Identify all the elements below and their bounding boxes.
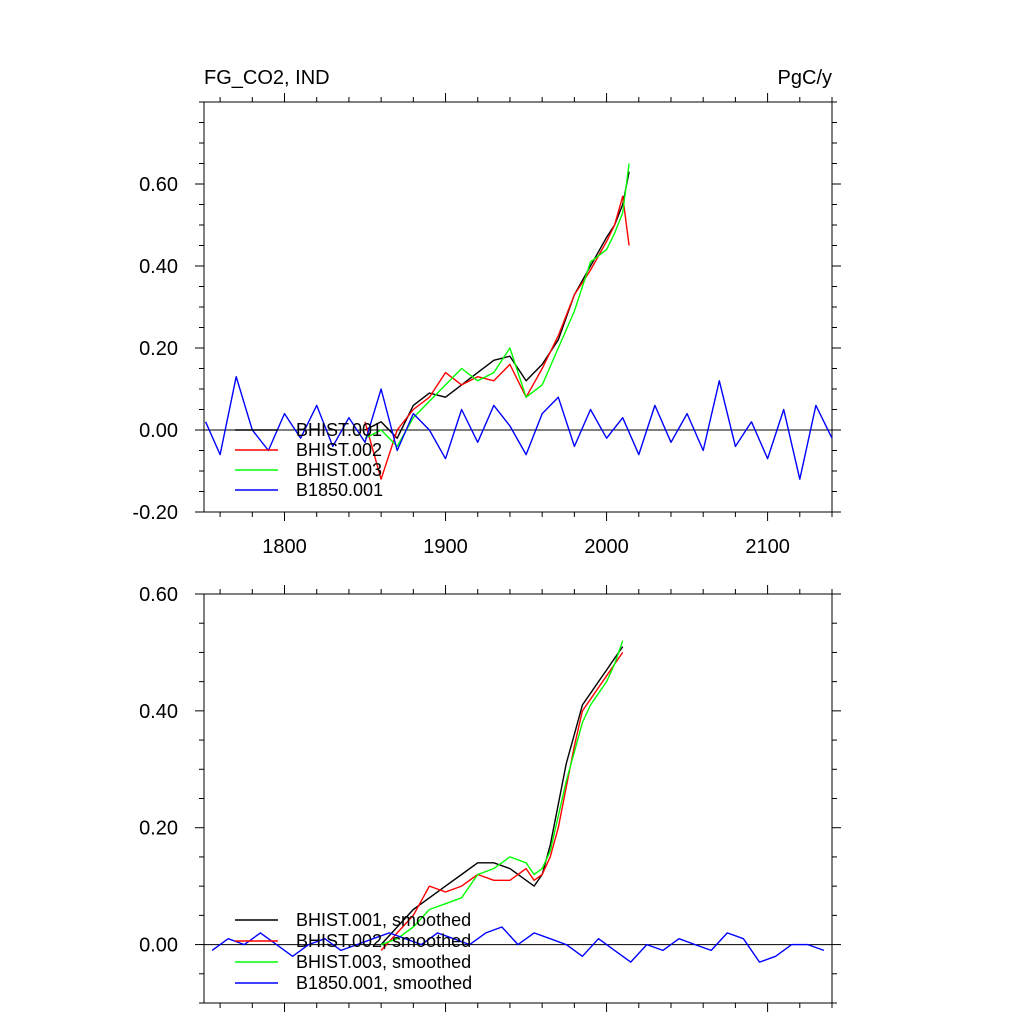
legend-label: B1850.001: [296, 480, 383, 500]
y-tick-label: 0.20: [139, 338, 178, 360]
legend-label: BHIST.002: [296, 440, 382, 460]
chart-units: PgC/y: [778, 67, 832, 89]
legend-label: BHIST.001: [296, 420, 382, 440]
y-tick-label: 0.60: [139, 584, 178, 606]
y-tick-label: 0.00: [139, 935, 178, 957]
y-tick-label: 0.40: [139, 256, 178, 278]
series-line-3: [364, 163, 630, 448]
x-tick-label: 2100: [745, 536, 790, 558]
legend-label: BHIST.003: [296, 460, 382, 480]
legend-label: BHIST.003, smoothed: [296, 952, 471, 972]
series-line-3: [380, 640, 624, 946]
legend-label: B1850.001, smoothed: [296, 973, 472, 993]
legend-label: BHIST.001, smoothed: [296, 910, 471, 930]
y-tick-label: 0.00: [139, 420, 178, 442]
series-line-2: [380, 652, 624, 951]
y-tick-label: 0.20: [139, 818, 178, 840]
legend-label: BHIST.002, smoothed: [296, 931, 471, 951]
series-line-1: [380, 646, 624, 946]
series-line-4: [211, 926, 825, 963]
x-tick-label: 1800: [262, 536, 307, 558]
series-line-1: [364, 171, 630, 439]
chart-title: FG_CO2, IND: [204, 67, 330, 89]
series-line-2: [364, 195, 630, 480]
x-tick-label: 2000: [584, 536, 629, 558]
x-tick-label: 1900: [423, 536, 468, 558]
y-tick-label: 0.40: [139, 701, 178, 723]
y-tick-label: -0.20: [132, 502, 178, 524]
y-tick-label: 0.60: [139, 174, 178, 196]
series-line-4: [204, 376, 833, 480]
